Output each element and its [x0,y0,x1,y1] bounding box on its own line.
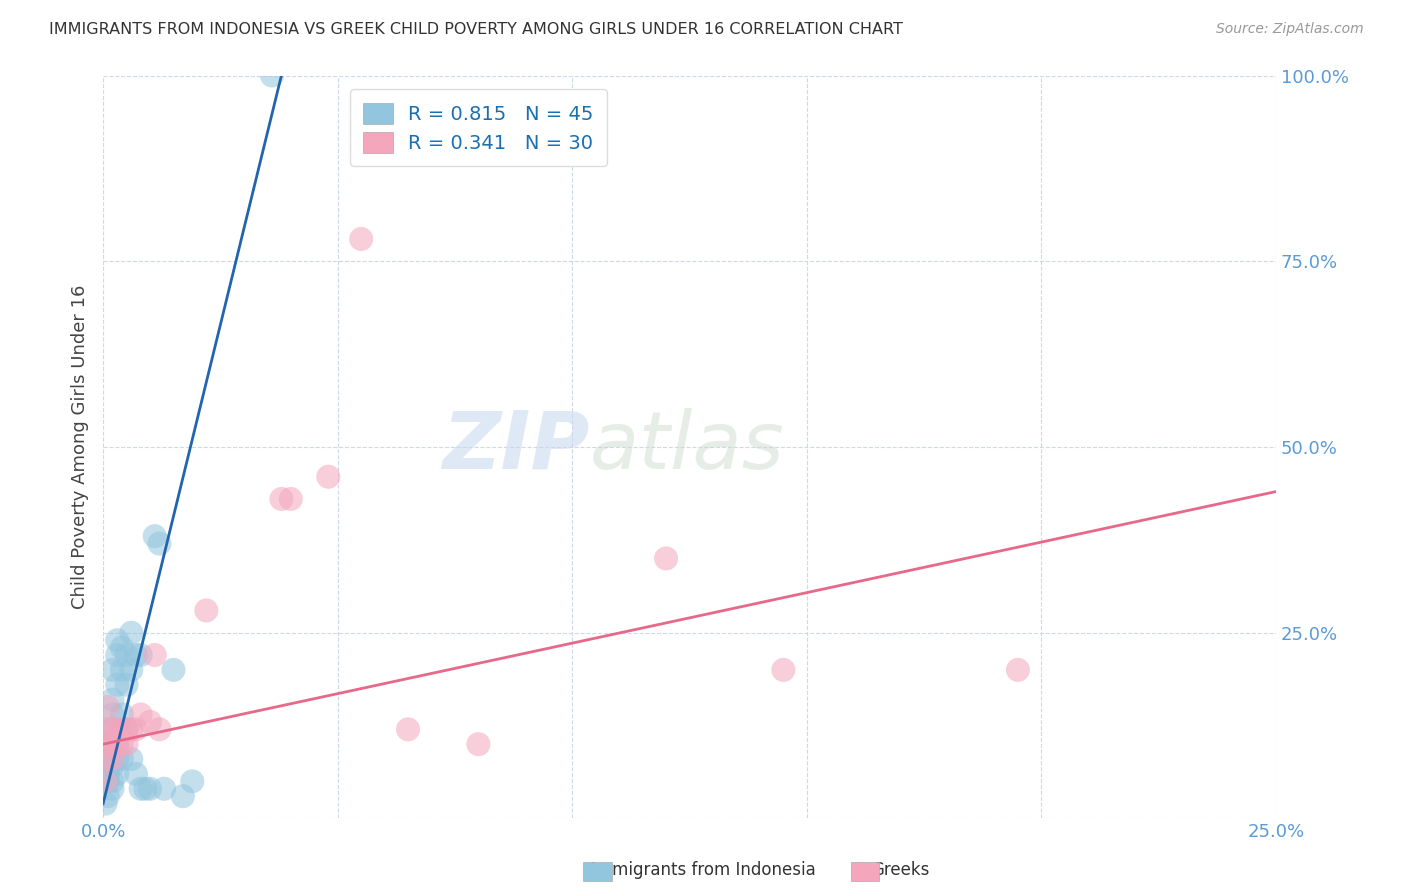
Point [120,663,142,677]
Point [105,737,128,751]
Point [125,723,148,737]
Point [101,745,124,759]
Point [1007,663,1029,677]
Point [97,723,120,737]
Point [97,723,120,737]
Point [105,723,128,737]
Point [101,737,124,751]
Y-axis label: Child Poverty Among Girls Under 16: Child Poverty Among Girls Under 16 [72,285,89,609]
Point [111,707,134,722]
Text: Source: ZipAtlas.com: Source: ZipAtlas.com [1216,22,1364,37]
Point [105,767,128,781]
Text: ZIP: ZIP [443,408,591,486]
Point [97,752,120,766]
Text: Immigrants from Indonesia: Immigrants from Indonesia [591,861,815,879]
Point [97,700,120,714]
Point [101,774,124,789]
Point [134,781,156,796]
Point [125,648,148,662]
Point [97,737,120,751]
Point [280,491,302,506]
Point [111,752,134,766]
Point [105,752,128,766]
Point [115,648,138,662]
Point [105,648,128,662]
Point [94,797,117,811]
Point [97,737,120,751]
Point [111,640,134,655]
Point [125,767,148,781]
Point [270,491,292,506]
Point [115,737,138,751]
Point [350,232,373,246]
Point [120,625,142,640]
Point [153,781,176,796]
Point [101,781,124,796]
Point [467,737,489,751]
Point [143,529,166,543]
Point [318,469,340,483]
Point [115,678,138,692]
Point [162,663,184,677]
Point [101,723,124,737]
Text: atlas: atlas [591,408,785,486]
Point [105,737,128,751]
Point [105,678,128,692]
Point [115,723,138,737]
Point [129,648,152,662]
Point [101,663,124,677]
Point [97,767,120,781]
Point [97,759,120,773]
Point [97,752,120,766]
Text: Greeks: Greeks [870,861,929,879]
Point [105,633,128,648]
Point [97,789,120,804]
Point [139,714,162,729]
Point [148,536,170,550]
Point [396,723,419,737]
Point [195,603,218,617]
Point [101,723,124,737]
Point [101,692,124,706]
Point [129,707,152,722]
Legend: R = 0.815   N = 45, R = 0.341   N = 30: R = 0.815 N = 45, R = 0.341 N = 30 [350,89,607,166]
Point [115,723,138,737]
Point [181,774,204,789]
Point [139,781,162,796]
Point [148,723,170,737]
Point [172,789,194,804]
Point [111,663,134,677]
Point [111,723,134,737]
Point [120,723,142,737]
Point [101,707,124,722]
Point [94,774,117,789]
Point [111,737,134,751]
Point [260,69,283,83]
Point [143,648,166,662]
Point [97,774,120,789]
Point [655,551,678,566]
Point [101,759,124,773]
Point [129,781,152,796]
Point [120,752,142,766]
Point [101,752,124,766]
Point [772,663,794,677]
Text: IMMIGRANTS FROM INDONESIA VS GREEK CHILD POVERTY AMONG GIRLS UNDER 16 CORRELATIO: IMMIGRANTS FROM INDONESIA VS GREEK CHILD… [49,22,903,37]
